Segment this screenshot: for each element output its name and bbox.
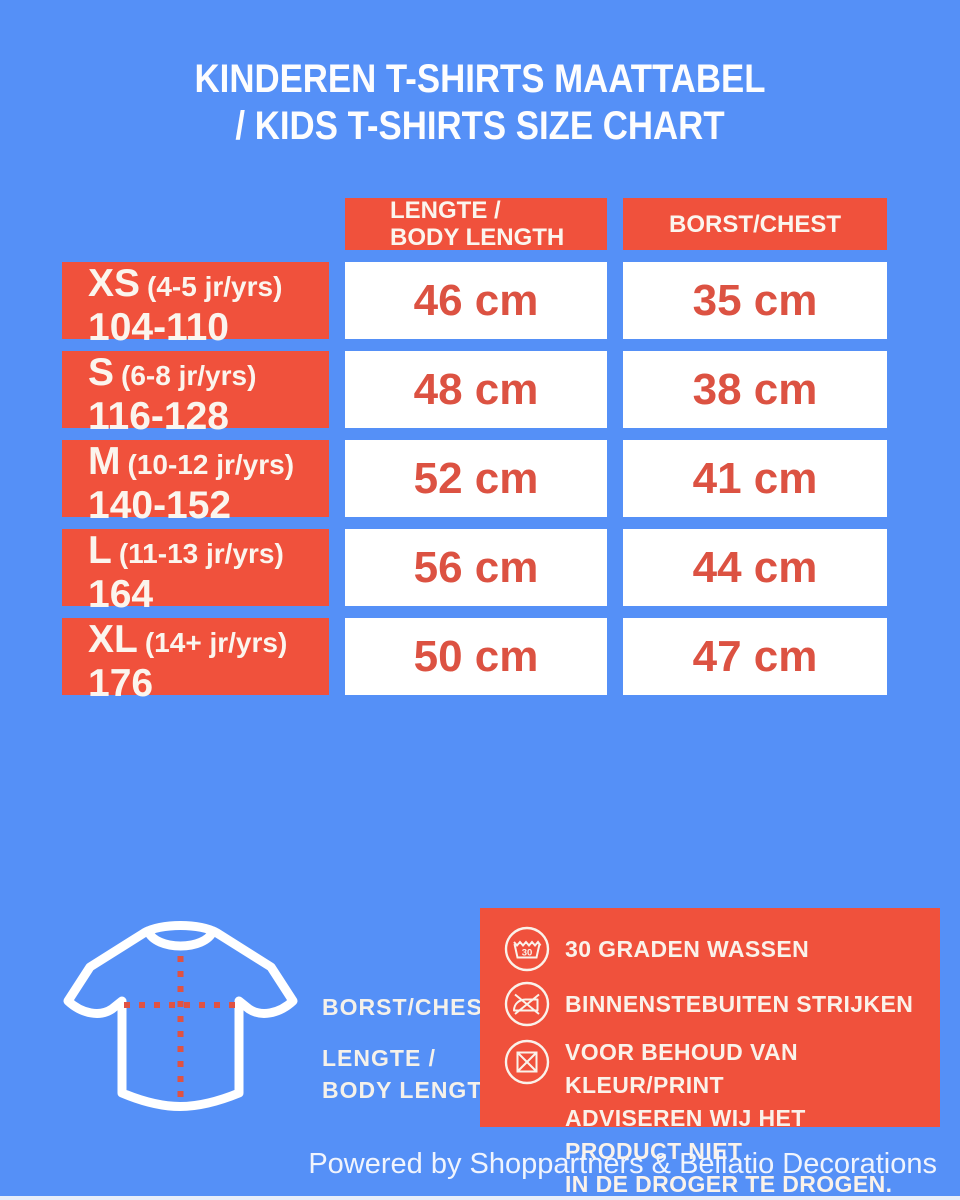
diagram-chest-label: BORST/CHEST	[322, 994, 498, 1020]
column-header-length-line1: LENGTE /	[390, 197, 501, 224]
care-item-iron: BINNENSTEBUITEN STRIJKEN	[504, 981, 926, 1027]
chest-value-l: 44 cm	[623, 529, 887, 606]
care-instructions-box: 30 30 GRADEN WASSEN BINNENSTEBUITEN STRI…	[480, 908, 940, 1197]
care-item-wash: 30 30 GRADEN WASSEN	[504, 926, 926, 972]
tumble-dry-crossed-icon	[504, 1039, 550, 1085]
size-label: M	[88, 440, 121, 483]
page-title: KINDEREN T-SHIRTS MAATTABEL / KIDS T-SHI…	[62, 56, 897, 150]
size-label: L	[88, 529, 112, 572]
row-label-xl: XL (14+ jr/yrs) 176	[62, 618, 329, 703]
powered-by-credit: Powered by Shoppartners & Bellatio Decor…	[308, 1148, 937, 1180]
care-item-text: VOOR BEHOUD VAN KLEUR/PRINT ADVISEREN WI…	[565, 1039, 893, 1197]
tshirt-collar	[143, 926, 218, 951]
page-title-line2: / KIDS T-SHIRTS SIZE CHART	[235, 104, 725, 148]
chest-value-s: 38 cm	[623, 351, 887, 428]
height-range-label: 104-110	[88, 306, 229, 349]
column-header-length-line2: BODY LENGTH	[390, 224, 565, 251]
size-and-age: XS (4-5 jr/yrs)	[88, 262, 329, 310]
row-label-m: M (10-12 jr/yrs) 140-152	[62, 440, 329, 525]
age-label: (11-13 jr/yrs)	[118, 538, 284, 569]
age-label: (6-8 jr/yrs)	[121, 360, 257, 391]
bottom-edge-strip	[0, 1196, 960, 1200]
height-range-label: 176	[88, 662, 154, 705]
chest-value-xs: 35 cm	[623, 262, 887, 339]
column-header-chest: BORST/CHEST	[623, 198, 887, 250]
age-label: (10-12 jr/yrs)	[127, 449, 295, 480]
age-label: (4-5 jr/yrs)	[147, 271, 283, 302]
size-label: S	[88, 351, 115, 394]
length-value-l: 56 cm	[345, 529, 607, 606]
height-range-label: 140-152	[88, 484, 232, 527]
size-label: XS	[88, 262, 141, 305]
page-title-line1: KINDEREN T-SHIRTS MAATTABEL	[194, 57, 766, 101]
size-label: XL	[88, 618, 138, 661]
size-and-age: XL (14+ jr/yrs)	[88, 618, 329, 666]
column-header-chest-label: BORST/CHEST	[668, 210, 841, 238]
care-item-text: BINNENSTEBUITEN STRIJKEN	[565, 990, 914, 1017]
care-item-text: 30 GRADEN WASSEN	[565, 935, 810, 962]
wash-temp-text: 30	[522, 948, 533, 959]
row-label-l: L (11-13 jr/yrs) 164	[62, 529, 329, 614]
length-value-xs: 46 cm	[345, 262, 607, 339]
diagram-length-label: LENGTE / BODY LENGTH	[322, 1045, 500, 1103]
care-item-no-tumble-dry: VOOR BEHOUD VAN KLEUR/PRINT ADVISEREN WI…	[504, 1036, 926, 1200]
wash-30-icon: 30	[504, 926, 550, 972]
column-header-length: LENGTE / BODY LENGTH	[345, 197, 607, 251]
tshirt-outline-icon	[63, 921, 298, 1111]
iron-crossed-icon	[504, 981, 550, 1027]
row-label-s: S (6-8 jr/yrs) 116-128	[62, 351, 329, 436]
chest-value-m: 41 cm	[623, 440, 887, 517]
height-range-label: 164	[88, 573, 154, 616]
chest-value-xl: 47 cm	[623, 618, 887, 695]
height-range-label: 116-128	[88, 395, 229, 438]
length-value-m: 52 cm	[345, 440, 607, 517]
size-and-age: M (10-12 jr/yrs)	[88, 440, 329, 488]
size-table: LENGTE / BODY LENGTH BORST/CHEST XS (4-5 …	[62, 197, 887, 703]
length-value-xl: 50 cm	[345, 618, 607, 695]
size-and-age: L (11-13 jr/yrs)	[88, 529, 329, 577]
age-label: (14+ jr/yrs)	[144, 627, 288, 658]
size-and-age: S (6-8 jr/yrs)	[88, 351, 329, 399]
length-value-s: 48 cm	[345, 351, 607, 428]
row-label-xs: XS (4-5 jr/yrs) 104-110	[62, 262, 329, 347]
